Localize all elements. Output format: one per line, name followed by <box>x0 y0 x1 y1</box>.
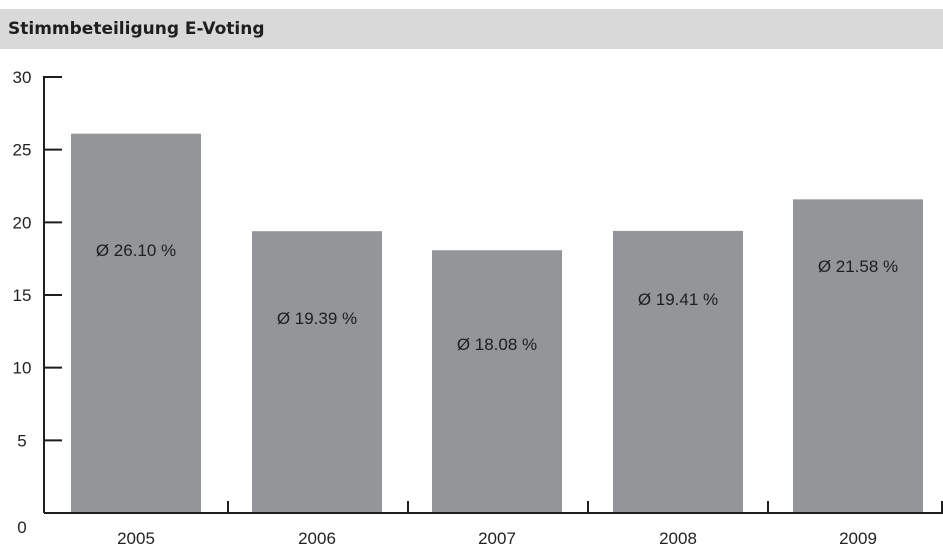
bar-2008 <box>613 230 743 513</box>
chart-title: Stimmbeteiligung E-Voting <box>8 19 265 39</box>
y-tick-label-5: 5 <box>17 431 26 450</box>
bar-2005 <box>71 133 201 513</box>
x-tick-label-2009: 2009 <box>839 529 877 548</box>
x-tick-label-2008: 2008 <box>659 529 697 548</box>
data-label-2005: Ø 26.10 % <box>96 241 176 260</box>
y-tick-label-0: 0 <box>17 518 26 537</box>
bar-2009 <box>793 199 923 513</box>
chart-header: Stimmbeteiligung E-Voting <box>0 9 943 49</box>
data-label-2006: Ø 19.39 % <box>277 309 357 328</box>
data-label-2007: Ø 18.08 % <box>457 335 537 354</box>
x-tick-label-2006: 2006 <box>298 529 336 548</box>
y-tick-label-20: 20 <box>13 213 32 232</box>
bar-2006 <box>252 231 382 513</box>
data-label-2008: Ø 19.41 % <box>638 290 718 309</box>
y-tick-label-15: 15 <box>13 286 32 305</box>
x-tick-label-2005: 2005 <box>117 529 155 548</box>
y-tick-label-10: 10 <box>13 359 32 378</box>
bar-2007 <box>432 250 562 513</box>
y-tick-label-30: 30 <box>13 68 32 87</box>
data-label-2009: Ø 21.58 % <box>818 257 898 276</box>
y-tick-label-25: 25 <box>13 141 32 160</box>
x-tick-label-2007: 2007 <box>478 529 516 548</box>
